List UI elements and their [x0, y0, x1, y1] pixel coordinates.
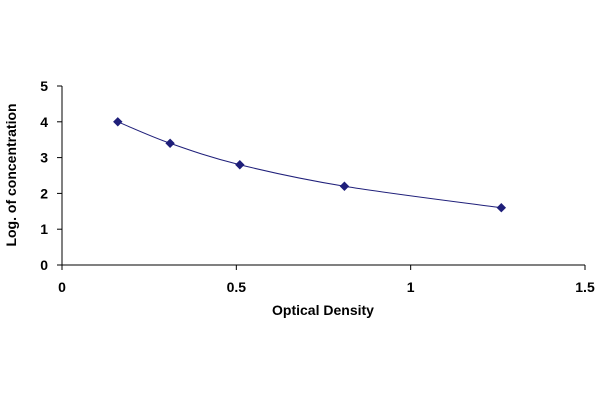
x-tick-label: 0.5 [227, 279, 247, 295]
y-tick-label: 5 [40, 78, 48, 94]
fit-curve [117, 121, 502, 209]
y-axis-ticks: 0 1 2 3 4 5 [40, 78, 62, 273]
y-tick-label: 1 [40, 221, 48, 237]
y-tick-label: 2 [40, 185, 48, 201]
data-points [113, 117, 507, 213]
data-point-marker [165, 138, 175, 148]
plot-area: 0 1 2 3 4 5 0 0.5 1 1.5 [40, 78, 595, 295]
x-tick-label: 1 [407, 279, 415, 295]
x-axis-title: Optical Density [272, 302, 374, 318]
y-axis-title: Log. of concentration [3, 103, 19, 246]
x-axis-ticks: 0 0.5 1 1.5 [58, 265, 595, 295]
data-point-marker [113, 117, 123, 127]
data-point-marker [496, 203, 507, 213]
data-point-marker [235, 160, 245, 170]
data-point-marker [339, 181, 350, 191]
y-tick-label: 0 [40, 257, 48, 273]
x-tick-label: 0 [58, 279, 66, 295]
x-tick-label: 1.5 [575, 279, 595, 295]
y-tick-label: 3 [40, 150, 48, 166]
y-tick-label: 4 [40, 114, 48, 130]
